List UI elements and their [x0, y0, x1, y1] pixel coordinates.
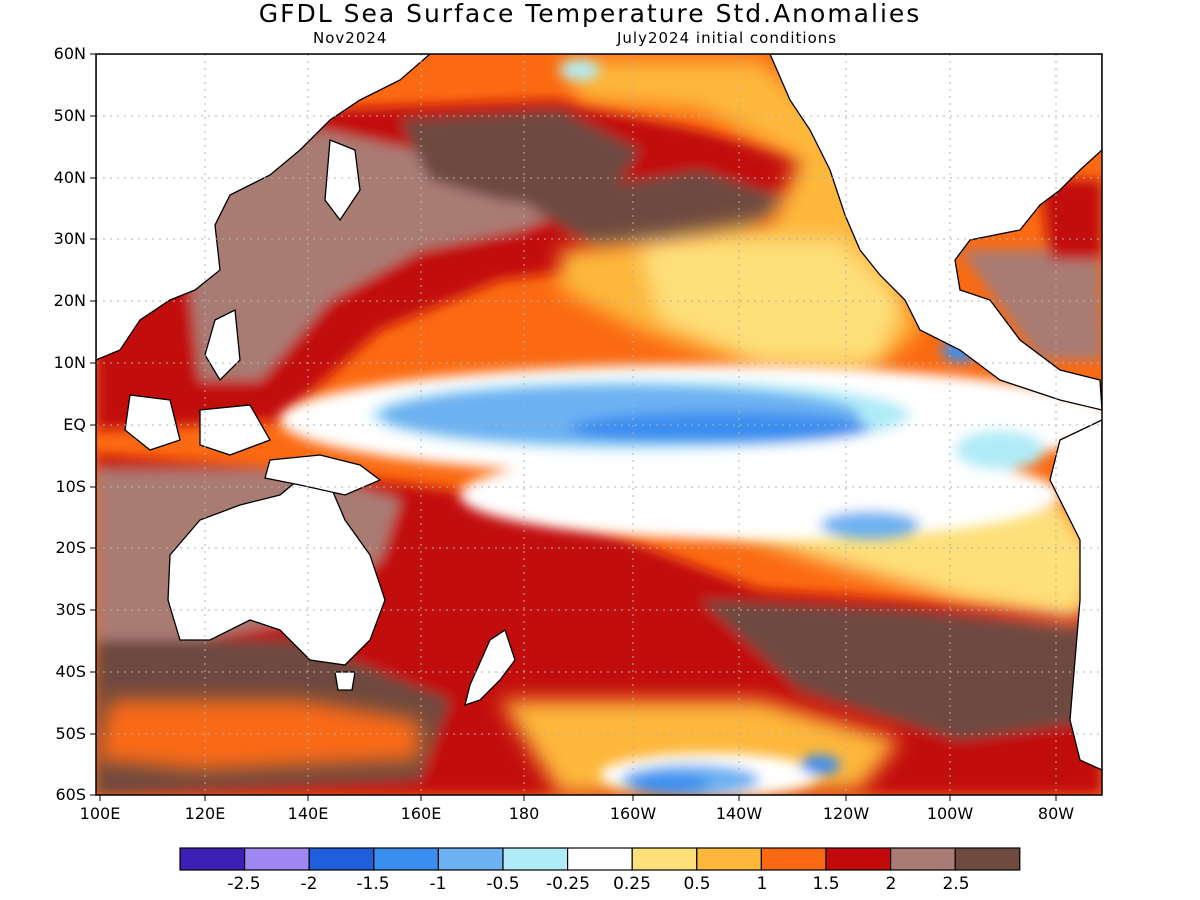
land-masses — [96, 54, 1102, 771]
colorbar-swatch — [825, 847, 892, 871]
colorbar-swatch — [696, 847, 762, 871]
colorbar-swatch — [502, 847, 569, 871]
lat-label-10s: 10S — [55, 477, 86, 496]
lon-label-180: 180 — [508, 804, 540, 823]
colorbar-label: -0.25 — [546, 874, 590, 894]
lat-label-40s: 40S — [55, 662, 86, 681]
colorbar-label: 1 — [756, 874, 768, 894]
colorbar-swatch — [179, 847, 246, 871]
colorbar-swatch — [889, 847, 956, 871]
lon-label-140e: 140E — [287, 804, 329, 823]
lat-label-40n: 40N — [53, 168, 86, 187]
colorbar-swatch — [244, 847, 310, 871]
lon-label-120e: 120E — [184, 804, 226, 823]
lat-label-50n: 50N — [53, 106, 86, 125]
colorbar-label: 1.5 — [812, 874, 840, 894]
lon-label-160e: 160E — [400, 804, 442, 823]
colorbar-label: 2 — [885, 874, 897, 894]
colorbar-swatch — [437, 847, 504, 871]
colorbar-label: 0.25 — [613, 874, 651, 894]
colorbar-swatch — [308, 847, 375, 871]
lat-label-30s: 30S — [55, 600, 86, 619]
lat-label-10n: 10N — [53, 353, 86, 372]
lat-lon-grid — [96, 54, 1102, 795]
axis-ticks — [90, 53, 1057, 801]
lat-label-30n: 30N — [53, 229, 86, 248]
lat-label-20n: 20N — [53, 291, 86, 310]
lon-label-140w: 140W — [715, 804, 763, 823]
colorbar-label: 0.5 — [683, 874, 711, 894]
initial-conditions-label: July2024 initial conditions — [617, 29, 838, 47]
colorbar-swatch — [760, 847, 827, 871]
lon-label-100e: 100E — [79, 804, 121, 823]
lon-label-80w: 80W — [1037, 804, 1075, 823]
colorbar-swatch — [954, 847, 1021, 871]
colorbar — [179, 847, 1021, 871]
lon-label-160w: 160W — [609, 804, 657, 823]
colorbar-swatch — [373, 847, 439, 871]
lat-label-50s: 50S — [55, 724, 86, 743]
colorbar-label: 2.5 — [942, 874, 970, 894]
lon-label-120w: 120W — [822, 804, 870, 823]
lat-label-20s: 20S — [55, 538, 86, 557]
forecast-month-label: Nov2024 — [313, 29, 388, 47]
lat-label-60s: 60S — [55, 785, 86, 804]
map-title: GFDL Sea Surface Temperature Std.Anomali… — [258, 0, 922, 28]
lat-label-60n: 60N — [53, 44, 86, 63]
colorbar-label: -1 — [429, 874, 447, 894]
colorbar-label: -2 — [300, 874, 318, 894]
anomaly-field — [96, 54, 1102, 795]
colorbar-swatch — [566, 847, 633, 871]
lon-label-100w: 100W — [926, 804, 974, 823]
lat-label-eq: EQ — [63, 415, 86, 434]
colorbar-label: -2.5 — [227, 874, 261, 894]
colorbar-label: -0.5 — [486, 874, 520, 894]
colorbar-label: -1.5 — [356, 874, 390, 894]
colorbar-swatch — [631, 847, 698, 871]
